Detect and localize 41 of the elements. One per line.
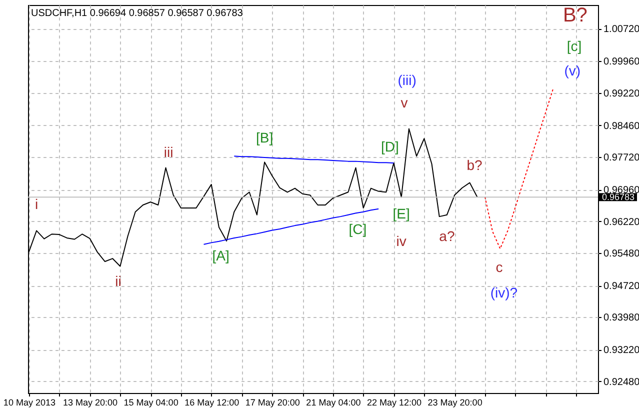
annotation: [B] (256, 130, 274, 146)
annotation: c (496, 259, 503, 276)
x-tick-label: 15 May 04:00 (124, 398, 178, 408)
annotation: [E] (392, 206, 410, 222)
y-tick-label: 0.94720 (604, 281, 639, 292)
x-tick-label: 16 May 12:00 (184, 398, 240, 408)
annotation: [D] (381, 138, 399, 154)
x-tick-label: 22 May 12:00 (366, 398, 422, 408)
annotation: (iv)? (490, 284, 518, 301)
y-tick-label: 0.93980 (604, 312, 639, 324)
annotation: iv (396, 232, 406, 249)
annotation: (v) (564, 62, 581, 78)
annotation: B? (562, 4, 588, 27)
y-tick-label: 0.95480 (604, 248, 639, 260)
x-tick-label: 17 May 20:00 (245, 398, 300, 408)
annotation: [A] (212, 248, 230, 264)
y-tick-label: 0.99220 (604, 88, 639, 100)
annotation: a? (439, 228, 455, 244)
annotation: iii (164, 144, 174, 160)
annotation: ii (115, 272, 122, 289)
annotation: b? (466, 156, 482, 173)
y-tick-label: 1.00720 (604, 24, 639, 36)
annotation: [C] (348, 221, 367, 238)
line-series (203, 208, 380, 245)
y-tick-label: 0.93220 (604, 345, 639, 356)
annotation: [c] (566, 38, 582, 54)
x-tick-label: 13 May 20:00 (62, 398, 118, 408)
y-tick-label: 0.98460 (604, 120, 639, 132)
line-series (234, 156, 394, 164)
line-series (484, 88, 554, 250)
x-tick-label: 23 May 20:00 (428, 398, 482, 408)
chart-title: USDCHF,H1 0.96694 0.96857 0.96587 0.96783 (31, 8, 244, 19)
annotation: v (400, 94, 408, 110)
annotation: (iii) (398, 72, 416, 88)
x-tick-label: 21 May 04:00 (306, 398, 361, 408)
y-tick-label: 0.92480 (604, 376, 639, 388)
annotation: i (34, 196, 38, 212)
x-tick-label: 10 May 2013 (3, 398, 56, 408)
y-tick-label: 0.99960 (604, 56, 639, 68)
y-tick-label: 0.97720 (604, 152, 639, 164)
y-tick-label: 0.96220 (604, 216, 639, 228)
